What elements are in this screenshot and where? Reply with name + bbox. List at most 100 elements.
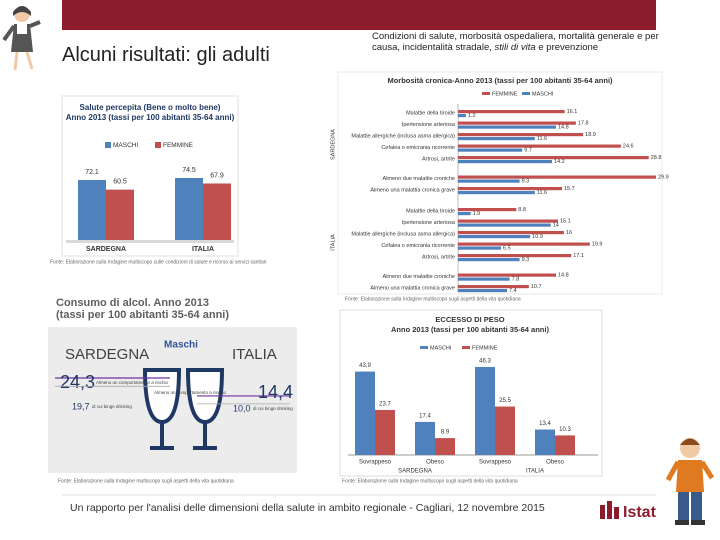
legend-label: MASCHI bbox=[532, 91, 554, 97]
x-tick-label: Sovrappeso bbox=[359, 460, 392, 466]
group-label: SARDEGNA bbox=[398, 469, 432, 475]
data-label: 74.5 bbox=[182, 167, 196, 174]
logo-mark bbox=[600, 501, 619, 519]
data-label: 1.9 bbox=[473, 211, 481, 217]
slide-title: Alcuni risultati: gli adulti bbox=[62, 44, 270, 66]
bar bbox=[458, 289, 508, 293]
series-label: Maschi bbox=[164, 340, 198, 351]
bar bbox=[458, 175, 656, 179]
bar bbox=[106, 189, 134, 240]
legend-label: FEMMINE bbox=[492, 91, 518, 97]
bar bbox=[458, 254, 572, 258]
chart-title: ECCESSO DI PESO bbox=[435, 315, 504, 324]
region-label: ITALIA bbox=[232, 346, 277, 363]
y-tick-label: Malattie della tiroide bbox=[406, 110, 455, 116]
bar bbox=[415, 421, 435, 455]
bar bbox=[78, 179, 106, 240]
y-tick-label: Artrosi, artrite bbox=[422, 254, 455, 260]
data-label: 60.5 bbox=[113, 178, 127, 185]
legend-swatch bbox=[155, 142, 161, 148]
legend-swatch bbox=[420, 346, 428, 349]
value-label: 24,3 bbox=[60, 372, 95, 392]
bar bbox=[458, 125, 557, 129]
bar bbox=[458, 246, 502, 250]
bar bbox=[458, 285, 529, 289]
bar bbox=[458, 231, 564, 235]
y-tick-label: Almeno una malattia cronica grave bbox=[370, 187, 455, 193]
source-note: Fonte: Elaborazione sulla Indagine multi… bbox=[58, 478, 234, 484]
logo-text: Istat bbox=[623, 504, 657, 521]
y-tick-label: Almeno due malattie croniche bbox=[383, 274, 455, 280]
data-label: 18.9 bbox=[585, 132, 596, 138]
data-label: 23.7 bbox=[379, 402, 391, 408]
data-label: 15.1 bbox=[560, 218, 571, 224]
data-label: 1.2 bbox=[468, 113, 476, 119]
y-tick-label: Ipertensione arteriosa bbox=[402, 220, 456, 226]
group-label: ITALIA bbox=[526, 469, 544, 475]
measure-label: di cui binge drinking bbox=[92, 404, 132, 409]
y-tick-label: Malattie della tiroide bbox=[406, 208, 455, 214]
data-label: 7.4 bbox=[509, 288, 517, 294]
data-label: 72.1 bbox=[85, 169, 99, 176]
bar bbox=[458, 144, 621, 148]
y-tick-label: Almeno due malattie croniche bbox=[383, 176, 455, 182]
bar bbox=[535, 429, 555, 455]
data-label: 14.2 bbox=[554, 159, 565, 165]
header-bar bbox=[62, 0, 656, 30]
subtitle-text: Condizioni di salute, morbosità ospedali… bbox=[372, 31, 659, 53]
chart-title: Consumo di alcol. Anno 2013 bbox=[56, 297, 209, 309]
data-label: 14.8 bbox=[558, 272, 569, 278]
data-label: 7.8 bbox=[512, 276, 520, 282]
bar bbox=[475, 367, 495, 455]
y-tick-label: Malattie allergiche (inclusa asma allerg… bbox=[351, 133, 455, 139]
data-label: 28.8 bbox=[651, 155, 662, 161]
chart-title: Morbosità cronica-Anno 2013 (tassi per 1… bbox=[387, 76, 613, 85]
bar bbox=[555, 435, 575, 455]
x-tick-label: ITALIA bbox=[192, 246, 214, 253]
data-label: 14 bbox=[553, 222, 559, 228]
data-label: 9.7 bbox=[524, 147, 532, 153]
value-label: 19,7 bbox=[72, 401, 90, 411]
group-label: ITALIA bbox=[330, 234, 336, 251]
group-label: SARDEGNA bbox=[330, 129, 336, 160]
value-label: 14,4 bbox=[258, 382, 293, 402]
bar bbox=[458, 156, 649, 160]
bar bbox=[458, 148, 523, 152]
x-tick-label: SARDEGNA bbox=[86, 246, 126, 253]
data-label: 11.6 bbox=[537, 136, 547, 142]
bar bbox=[458, 273, 557, 277]
data-label: 67.9 bbox=[210, 172, 224, 179]
chart-title: Salute percepita (Bene o molto bene) bbox=[80, 103, 221, 112]
data-label: 8.8 bbox=[518, 207, 526, 213]
legend-swatch bbox=[482, 92, 490, 95]
subtitle-text: e prevenzione bbox=[535, 42, 599, 53]
legend-label: FEMMINE bbox=[163, 142, 194, 149]
legend-swatch bbox=[105, 142, 111, 148]
chart-title: Anno 2013 (tassi per 100 abitanti 35-64 … bbox=[391, 325, 549, 334]
y-tick-label: Cefalea o emicrania ricorrente bbox=[381, 243, 455, 249]
data-label: 6.5 bbox=[503, 245, 511, 251]
data-label: 46.3 bbox=[479, 359, 491, 365]
data-label: 17.1 bbox=[573, 253, 584, 259]
bar bbox=[458, 258, 520, 262]
data-label: 10.9 bbox=[532, 234, 543, 240]
source-note: Fonte: Elaborazione sulla Indagine multi… bbox=[342, 478, 518, 484]
data-label: 17.4 bbox=[419, 414, 431, 420]
chart-frame bbox=[337, 71, 663, 295]
y-tick-label: Cefalea o emicrania ricorrente bbox=[381, 145, 455, 151]
x-tick-label: Sovrappeso bbox=[479, 460, 512, 466]
data-label: 13.4 bbox=[539, 421, 551, 427]
bar bbox=[175, 178, 203, 240]
measure-label: Almeno un comportamento a rischio bbox=[96, 380, 169, 385]
bar bbox=[458, 187, 562, 191]
chart-title: Anno 2013 (tassi per 100 abitanti 35-64 … bbox=[66, 113, 235, 122]
data-label: 19.9 bbox=[592, 241, 603, 247]
bar bbox=[458, 137, 535, 141]
measure-label: di cui binge drinking bbox=[253, 406, 293, 411]
bar bbox=[458, 110, 565, 114]
legend-label: MASCHI bbox=[113, 142, 138, 149]
bar bbox=[435, 438, 455, 455]
bar bbox=[458, 219, 558, 223]
bar bbox=[355, 371, 375, 455]
measure-label: Almeno un comportamento a rischio bbox=[154, 390, 227, 395]
